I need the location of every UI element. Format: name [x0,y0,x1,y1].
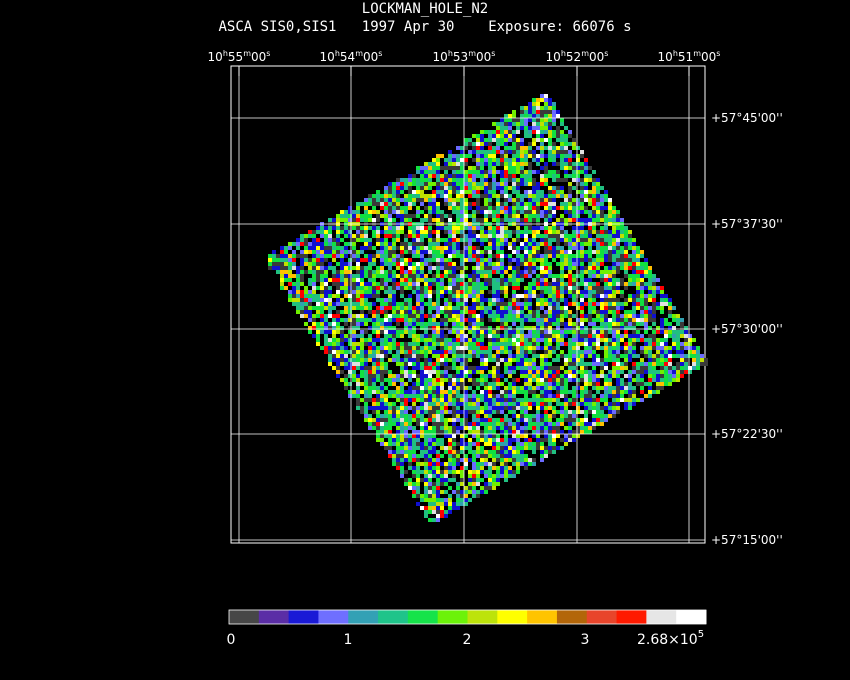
coordinate-grid [231,66,705,543]
colorbar-tick-label: 3 [581,632,590,648]
dec-tick-label: +57°37'30'' [711,217,783,231]
colorbar-swatch [348,610,379,624]
colorbar-swatch [407,610,439,624]
colorbar-swatch [288,610,319,624]
colorbar-swatch [467,610,498,624]
colorbar-swatch [258,610,290,624]
colorbar-swatch [586,610,618,624]
dec-tick-label: +57°45'00'' [711,111,783,125]
ra-tick-label: 10h51m00s [658,49,721,64]
plot-title: LOCKMAN_HOLE_N2 [361,1,489,17]
ra-tick-label: 10h52m00s [546,49,609,64]
ra-tick-label: 10h55m00s [208,49,271,64]
colorbar-labels: 0 1 2 3 2.68×105 [227,629,705,648]
plot-subtitle: ASCA SIS0,SIS1 1997 Apr 30 Exposure: 660… [218,19,632,35]
colorbar-swatch [497,610,528,624]
ra-tick-labels: 10h55m00s 10h54m00s 10h53m00s 10h52m00s 10h5… [208,49,721,64]
dec-tick-label: +57°30'00'' [711,322,783,336]
colorbar-swatch [556,610,588,624]
colorbar-max-label: 2.68×105 [637,629,704,648]
colorbar-tick-label: 2 [463,632,472,648]
plot-frame [230,65,706,544]
dec-tick-label: +57°15'00'' [711,533,783,547]
colorbar [228,609,707,625]
ra-tick-label: 10h54m00s [320,49,383,64]
colorbar-swatch [676,610,707,624]
dec-tick-label: +57°22'30'' [711,427,783,441]
colorbar-swatch [646,610,677,624]
colorbar-swatch [378,610,409,624]
xray-image [268,94,708,522]
colorbar-tick-label: 1 [344,632,353,648]
colorbar-swatch [527,610,558,624]
colorbar-swatch [437,610,468,624]
colorbar-swatch [318,610,349,624]
colorbar-swatch [229,610,260,624]
dec-tick-labels: +57°45'00'' +57°37'30'' +57°30'00'' +57°22'… [711,111,783,547]
colorbar-tick-label: 0 [227,632,236,648]
ra-tick-label: 10h53m00s [433,49,496,64]
colorbar-swatch [616,610,647,624]
